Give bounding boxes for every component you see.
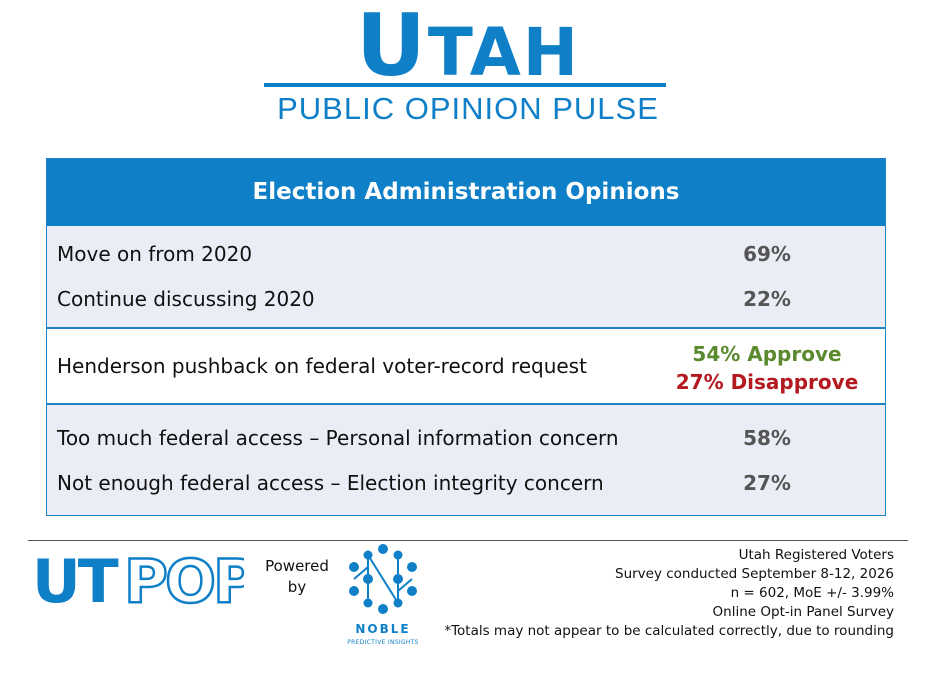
- noble-tagline: PREDICTIVE INSIGHTS: [347, 639, 419, 646]
- footer-divider: [28, 540, 908, 541]
- note-line: *Totals may not appear to be calculated …: [444, 623, 894, 639]
- divider: [47, 327, 885, 329]
- results-table: Election Administration Opinions Move on…: [46, 158, 886, 516]
- utpop-logo: UT POP: [32, 546, 244, 608]
- noble-wordmark: NOBLE: [355, 622, 411, 636]
- row-group-federal-access: [47, 405, 885, 515]
- logo-subtitle: PUBLIC OPINION PULSE: [277, 91, 659, 126]
- note-line: Survey conducted September 8-12, 2026: [615, 566, 894, 582]
- utah-logo-title: UTAH: [0, 3, 936, 91]
- note-line: Utah Registered Voters: [738, 547, 894, 563]
- logo-rest: TAH: [427, 14, 581, 91]
- svg-text:POP: POP: [124, 547, 244, 608]
- powered-by-text: Powered by: [265, 557, 329, 596]
- row-label: Continue discussing 2020: [57, 287, 315, 311]
- row-value: 69%: [743, 242, 791, 266]
- table-header: Election Administration Opinions: [47, 159, 885, 226]
- approve-value: 54% Approve: [692, 342, 842, 366]
- row-group-2020: [47, 226, 885, 328]
- row-value: 58%: [743, 426, 791, 450]
- row-label: Henderson pushback on federal voter-reco…: [57, 354, 587, 378]
- row-label: Move on from 2020: [57, 242, 253, 266]
- svg-text:UT: UT: [32, 547, 119, 608]
- disapprove-value: 27% Disapprove: [675, 370, 859, 394]
- note-line: Online Opt-in Panel Survey: [712, 604, 894, 620]
- noble-logo-icon: [349, 544, 417, 614]
- row-value: 22%: [743, 287, 791, 311]
- row-label: Too much federal access – Personal infor…: [57, 426, 619, 450]
- logo-initial: U: [355, 0, 428, 96]
- row-value: 27%: [743, 471, 791, 495]
- logo-divider: [264, 83, 666, 87]
- row-label: Not enough federal access – Election int…: [57, 471, 604, 495]
- survey-notes: Utah Registered Voters Survey conducted …: [444, 546, 894, 641]
- divider: [47, 403, 885, 405]
- note-line: n = 602, MoE +/- 3.99%: [730, 585, 894, 601]
